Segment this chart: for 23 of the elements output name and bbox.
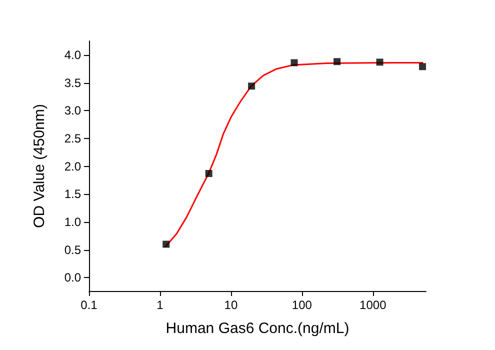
y-tick-label: 1.0 <box>64 214 82 229</box>
point <box>334 58 341 66</box>
point <box>162 240 170 248</box>
x-tick-label: 0.1 <box>80 298 98 312</box>
y-tick-label: 2.5 <box>64 131 82 146</box>
y-tick-label: 4.0 <box>64 48 82 62</box>
y-tick-label: 2.0 <box>64 159 82 174</box>
point <box>376 58 384 66</box>
x-tick-label: 100 <box>292 298 312 312</box>
y-tick-label: 1.5 <box>64 187 82 202</box>
point <box>419 63 426 70</box>
x-tick-label: 1 <box>156 298 164 312</box>
point <box>248 82 256 90</box>
y-tick-label: 0.5 <box>64 242 82 257</box>
x-axis-title: Human Gas6 Conc.(ng/mL) <box>166 320 350 337</box>
x-tick-label: 10 <box>224 298 238 312</box>
point <box>290 59 298 66</box>
point <box>205 170 212 178</box>
y-axis-title: OD Value (450nm) <box>31 104 48 228</box>
y-tick-label: 3.0 <box>64 104 82 118</box>
x-tick-label: 1000 <box>360 298 387 312</box>
y-tick-label: 0.0 <box>64 270 82 285</box>
y-tick-label: 3.5 <box>64 76 82 90</box>
